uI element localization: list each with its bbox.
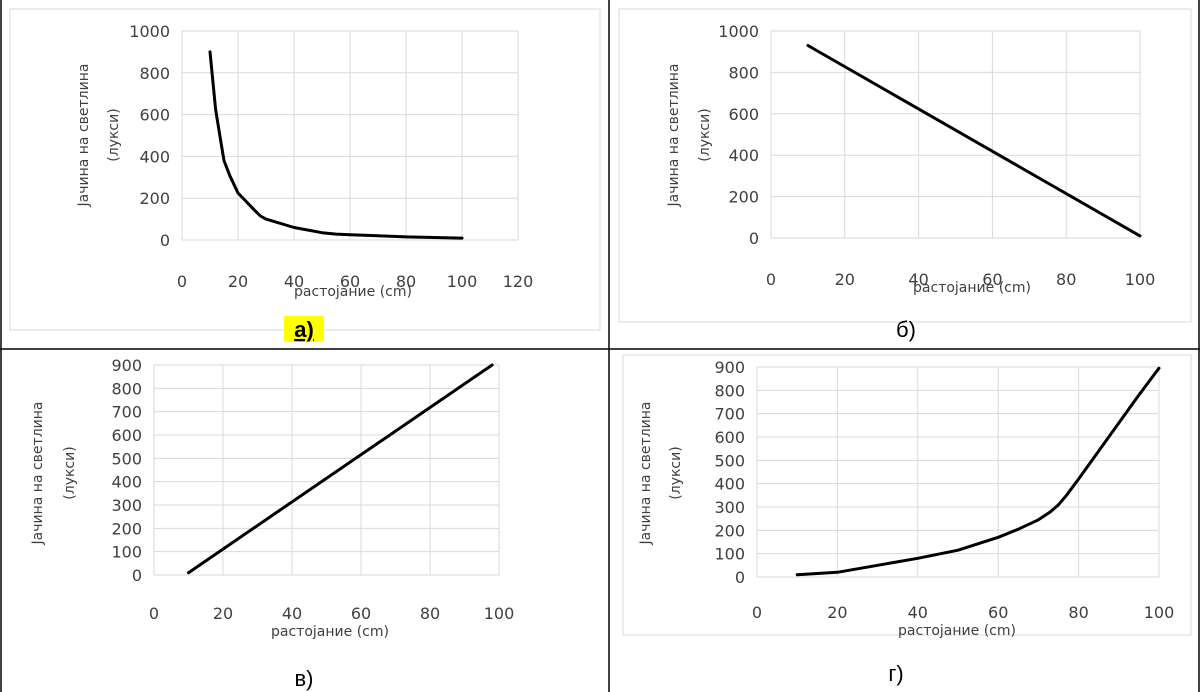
y-tick-label: 0	[749, 229, 759, 248]
panel-caption: в)	[294, 666, 313, 691]
chart-panel-a: 0 200 400 600 800 1000 0 20 40 60 80 100 120 растојан…	[0, 0, 609, 349]
y-tick-label: 1000	[129, 22, 170, 41]
y-axis-label-line1: Јачина на светлина	[638, 402, 654, 546]
chart-panel-b: 0 200 400 600 800 1000 0 20 40 60 80 100 растојание …	[609, 0, 1200, 349]
y-tick-label: 400	[714, 475, 745, 494]
chart-panel-d: 0 100 200 300 400 500 600 700 800 900 0 20 40 60 80 100…	[609, 349, 1200, 692]
y-tick-label: 800	[139, 64, 170, 83]
y-axis-label-line2: (лукси)	[62, 446, 78, 499]
x-axis-label: растојание (cm)	[294, 284, 412, 300]
chart-frame	[622, 354, 1192, 636]
x-tick-label: 60	[982, 270, 1002, 289]
x-tick-label: 20	[827, 603, 847, 622]
y-axis-label-line1: Јачина на светлина	[666, 64, 682, 208]
x-tick-label: 80	[1056, 270, 1076, 289]
chart-a: 0 200 400 600 800 1000 0 20 40 60 80 100 120 растојан…	[9, 8, 601, 342]
x-tick-label: 40	[284, 272, 304, 291]
panel-caption: б)	[896, 317, 916, 342]
caption-highlight	[284, 316, 324, 342]
y-tick-label: 900	[111, 356, 142, 375]
x-tick-label: 20	[228, 272, 248, 291]
x-axis-label: растојание (cm)	[913, 280, 1031, 296]
y-tick-label: 300	[714, 498, 745, 517]
y-tick-label: 400	[728, 146, 759, 165]
x-tick-label: 60	[351, 604, 371, 623]
y-axis-label-line1: Јачина на светлина	[76, 64, 92, 208]
x-tick-label: 0	[177, 272, 187, 291]
x-tick-label: 40	[908, 603, 928, 622]
y-tick-label: 100	[714, 545, 745, 564]
y-tick-label: 200	[714, 521, 745, 540]
x-tick-label: 100	[1144, 603, 1175, 622]
y-tick-label: 900	[714, 358, 745, 377]
x-tick-label: 0	[766, 270, 776, 289]
y-tick-label: 0	[735, 568, 745, 587]
chart-frame	[618, 8, 1192, 323]
x-tick-label: 20	[213, 604, 233, 623]
x-tick-label: 80	[396, 272, 416, 291]
x-tick-label: 40	[282, 604, 302, 623]
chart-c: 0 100 200 300 400 500 600 700 800 900 0 20 40 60 80 100…	[30, 356, 515, 691]
y-tick-label: 600	[728, 105, 759, 124]
y-tick-label: 1000	[718, 22, 759, 41]
x-tick-label: 100	[1125, 270, 1156, 289]
y-tick-label: 200	[139, 189, 170, 208]
x-tick-label: 100	[447, 272, 478, 291]
y-tick-label: 500	[111, 449, 142, 468]
series-line	[187, 363, 494, 575]
y-tick-label: 400	[111, 473, 142, 492]
y-axis-label-line2: (лукси)	[106, 108, 122, 161]
x-tick-label: 0	[752, 603, 762, 622]
series-line	[795, 366, 1161, 577]
x-tick-label: 80	[1068, 603, 1088, 622]
y-tick-label: 800	[111, 379, 142, 398]
y-tick-label: 0	[132, 566, 142, 585]
x-tick-label: 60	[340, 272, 360, 291]
chart-b: 0 200 400 600 800 1000 0 20 40 60 80 100 растојание …	[618, 8, 1192, 342]
x-tick-label: 100	[484, 604, 515, 623]
y-tick-label: 800	[714, 381, 745, 400]
y-tick-label: 200	[111, 519, 142, 538]
chart-d: 0 100 200 300 400 500 600 700 800 900 0 20 40 60 80 100…	[622, 354, 1192, 686]
y-tick-label: 600	[139, 106, 170, 125]
x-tick-label: 20	[835, 270, 855, 289]
series-line	[806, 44, 1142, 238]
series-line	[208, 50, 464, 240]
y-tick-label: 700	[714, 405, 745, 424]
y-tick-label: 600	[714, 428, 745, 447]
y-tick-label: 200	[728, 188, 759, 207]
y-tick-label: 400	[139, 147, 170, 166]
x-axis-label: растојание (cm)	[271, 624, 389, 640]
x-axis-label: растојание (cm)	[898, 623, 1016, 639]
y-tick-label: 700	[111, 403, 142, 422]
y-tick-label: 600	[111, 426, 142, 445]
panel-caption: г)	[888, 661, 903, 686]
panel-caption: а)	[294, 317, 314, 342]
x-tick-label: 0	[149, 604, 159, 623]
y-axis-label-line2: (лукси)	[697, 108, 713, 161]
y-tick-label: 100	[111, 543, 142, 562]
y-tick-label: 800	[728, 63, 759, 82]
y-axis-label-line1: Јачина на светлина	[30, 402, 46, 546]
y-tick-label: 0	[160, 231, 170, 250]
y-tick-label: 300	[111, 496, 142, 515]
y-axis-label-line2: (лукси)	[668, 446, 684, 499]
x-tick-label: 60	[988, 603, 1008, 622]
x-tick-label: 120	[503, 272, 534, 291]
chart-panel-c: 0 100 200 300 400 500 600 700 800 900 0 20 40 60 80 100…	[0, 349, 609, 692]
x-tick-label: 80	[420, 604, 440, 623]
x-tick-label: 40	[908, 270, 928, 289]
y-tick-label: 500	[714, 451, 745, 470]
